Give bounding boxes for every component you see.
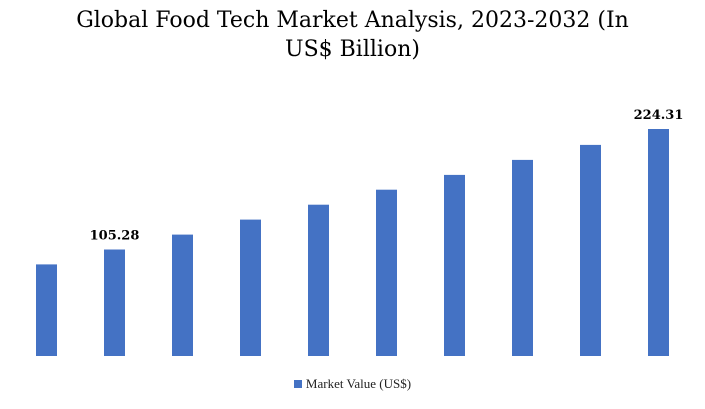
bar-2031 (580, 144, 601, 356)
legend-label: Market Value (US$) (305, 376, 412, 391)
bar-2028 (376, 189, 397, 356)
data-label-2032: 224.31 (634, 108, 684, 123)
legend-swatch (293, 380, 302, 388)
bar-2027 (308, 204, 329, 356)
bar-2032 (648, 129, 669, 356)
bar-2026 (240, 219, 261, 356)
bar-group (36, 129, 669, 356)
bar-2029 (444, 174, 465, 356)
legend: Market Value (US$) (0, 376, 705, 392)
bar-2024 (104, 249, 125, 356)
bar-chart: 105.28 224.31 (36, 108, 684, 356)
chart-title: Global Food Tech Market Analysis, 2023-2… (0, 6, 705, 64)
chart-title-line-2: US$ Billion) (285, 37, 420, 62)
bar-2030 (512, 159, 533, 356)
chart-title-line-1: Global Food Tech Market Analysis, 2023-2… (76, 8, 629, 33)
bar-2023 (36, 264, 57, 356)
data-label-2024: 105.28 (90, 229, 140, 244)
data-label-group: 105.28 224.31 (90, 108, 684, 244)
bar-2025 (172, 234, 193, 356)
